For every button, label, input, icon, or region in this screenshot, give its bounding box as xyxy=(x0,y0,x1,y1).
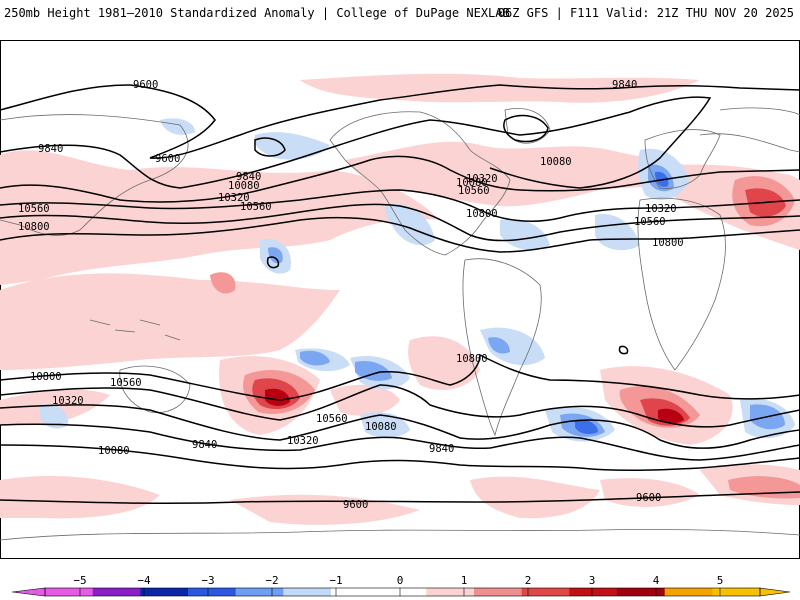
colorbar-segment xyxy=(664,588,713,596)
colorbar-segments xyxy=(11,587,791,597)
contour-9600-north xyxy=(0,84,800,159)
contour-label: 10320 xyxy=(52,395,84,407)
contour-label: 10080 xyxy=(540,156,572,168)
north-america-outline xyxy=(329,111,511,256)
colorbar-tick-label: −4 xyxy=(137,574,151,587)
contour-label: 10560 xyxy=(110,377,142,389)
colorbar-tick-label: 3 xyxy=(589,574,596,587)
contour-label: 9600 xyxy=(343,499,368,511)
height-contours xyxy=(0,84,800,505)
contour-label: 9840 xyxy=(429,443,454,455)
colorbar-segment xyxy=(331,588,380,596)
contour-label: 10080 xyxy=(456,177,488,189)
contour-10320-south xyxy=(0,404,800,449)
closed-low-northatlantic xyxy=(503,114,549,143)
closed-low-northpacific xyxy=(254,137,286,157)
colorbar-segment xyxy=(712,588,761,596)
contour-label: 10560 xyxy=(240,201,272,213)
contour-10080-north xyxy=(0,155,800,203)
contour-10560-south xyxy=(0,384,800,428)
contour-label: 9840 xyxy=(192,439,217,451)
colorbar-tick-label: −1 xyxy=(329,574,342,587)
contour-label: 10800 xyxy=(30,371,62,383)
contour-label: 10320 xyxy=(287,435,319,447)
contour-label: 9840 xyxy=(612,79,637,91)
colorbar-outline xyxy=(44,587,761,597)
colorbar-segment xyxy=(617,588,666,596)
contour-10800-north xyxy=(0,216,800,253)
colorbar-segment xyxy=(521,588,570,596)
colorbar-max-arrow xyxy=(759,587,791,597)
contour-label: 10080 xyxy=(228,180,260,192)
contour-label: 10320 xyxy=(645,203,677,215)
colorbar-tick-label: 4 xyxy=(653,574,660,587)
contour-label: 10800 xyxy=(652,237,684,249)
contour-10800-south xyxy=(0,353,800,401)
colorbar-segment xyxy=(426,588,475,596)
contour-label: 9840 xyxy=(38,143,63,155)
indonesia-islands xyxy=(89,319,181,341)
colorbar-tick-label: 5 xyxy=(717,574,724,587)
contour-label: 9600 xyxy=(636,492,661,504)
model-run-info: 06Z GFS | F111 Valid: 21Z THU NOV 20 202… xyxy=(497,6,794,20)
australia-outline xyxy=(119,365,191,413)
antarctica-outline xyxy=(0,529,800,541)
contour-label: 10800 xyxy=(466,208,498,220)
colorbar-segment xyxy=(188,588,237,596)
contour-label: 9840 xyxy=(236,171,261,183)
contour-9840-south xyxy=(0,444,800,472)
colorbar-tick-label: 0 xyxy=(397,574,404,587)
contour-label: 10320 xyxy=(218,192,250,204)
colorbar-min-arrow xyxy=(11,587,46,597)
contour-label: 9600 xyxy=(133,79,158,91)
colorbar-segment xyxy=(378,588,427,596)
contour-label: 10080 xyxy=(365,421,397,433)
contour-label: 10320 xyxy=(466,173,498,185)
contour-label: 10080 xyxy=(98,445,130,457)
contour-label: 10800 xyxy=(456,353,488,365)
closed-high-southamerica xyxy=(618,345,629,355)
colorbar-tick-label: −5 xyxy=(73,574,86,587)
contour-10560-north xyxy=(0,203,800,242)
map-title: 250mb Height 1981–2010 Standardized Anom… xyxy=(4,6,510,20)
colorbar-segment xyxy=(235,588,284,596)
colorbar-segment xyxy=(283,588,332,596)
colorbar-tick-label: 1 xyxy=(461,574,468,587)
contour-label: 9600 xyxy=(155,153,180,165)
colorbar-segment xyxy=(569,588,618,596)
contour-label: 10800 xyxy=(18,221,50,233)
colorbar-tick-label: 2 xyxy=(525,574,532,587)
coastlines xyxy=(0,107,800,541)
asia-outline xyxy=(0,107,800,236)
colorbar-segment xyxy=(92,588,141,596)
colorbar-segment xyxy=(140,588,189,596)
contour-label-layer: 9600 9840 10080 10320 10560 10800 9600 9… xyxy=(18,79,684,511)
closed-high-southpacific xyxy=(266,256,280,269)
colorbar-segment xyxy=(474,588,523,596)
colorbar-tick-label: −3 xyxy=(201,574,214,587)
anomaly-map: 9600 9840 10080 10320 10560 10800 9600 9… xyxy=(0,40,800,559)
contour-10080-south xyxy=(0,423,800,461)
colorbar-ticks: −5 −4 −3 −2 −1 0 1 2 3 4 5 xyxy=(73,574,723,596)
colorbar-segment xyxy=(45,588,94,596)
contour-label: 10560 xyxy=(316,413,348,425)
contour-10320-north xyxy=(0,189,800,222)
south-america-outline xyxy=(462,258,542,437)
colorbar-tick-label: −2 xyxy=(265,574,278,587)
contour-label: 10560 xyxy=(634,216,666,228)
colorbar-legend: −5 −4 −3 −2 −1 0 1 2 3 4 5 xyxy=(11,574,791,597)
extreme-positive-shading xyxy=(265,388,684,424)
contour-9600-south xyxy=(0,491,800,505)
africa-outline xyxy=(637,197,726,371)
contour-label: 10560 xyxy=(18,203,50,215)
contour-label: 10560 xyxy=(458,185,490,197)
